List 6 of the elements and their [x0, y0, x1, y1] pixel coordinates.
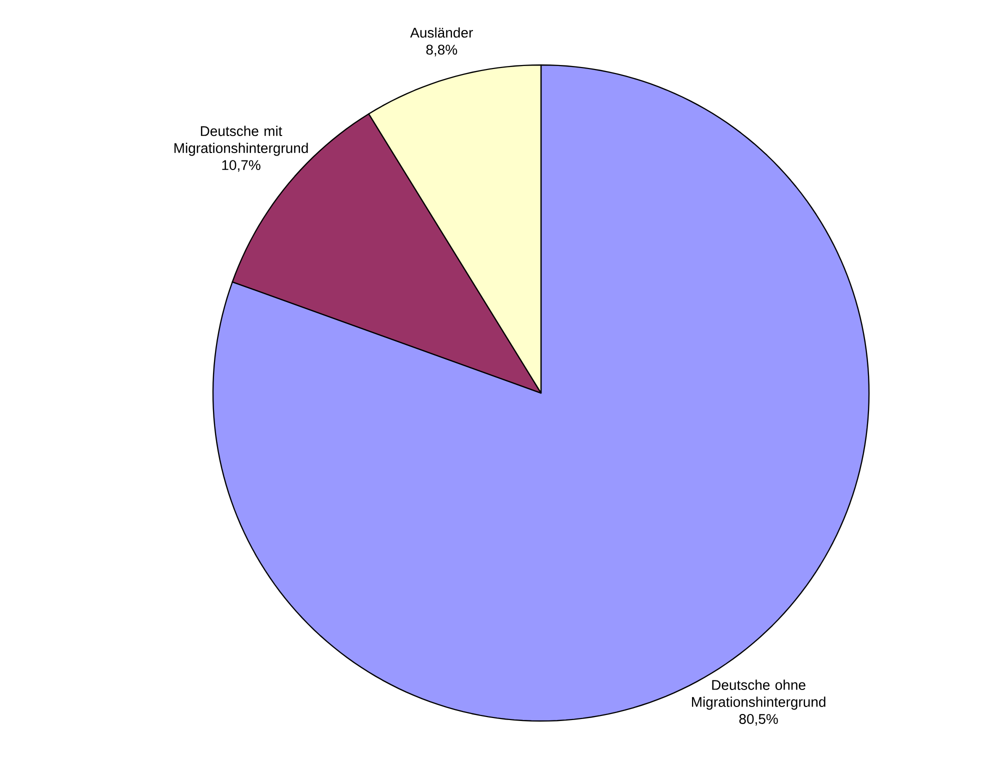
slice-label: Deutsche mit Migrationshintergrund: [174, 126, 308, 156]
slice-label: Ausländer: [410, 27, 473, 38]
data-label: 8,8%: [426, 44, 458, 56]
data-label: 80,5%: [739, 714, 778, 726]
data-label: 10,7%: [222, 160, 260, 172]
slice-label: Deutsche ohne Migrationshintergrund: [692, 680, 826, 710]
